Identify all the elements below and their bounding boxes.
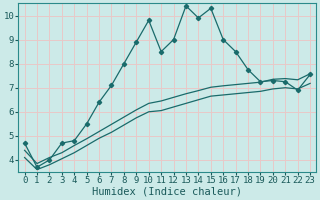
X-axis label: Humidex (Indice chaleur): Humidex (Indice chaleur) bbox=[92, 187, 242, 197]
